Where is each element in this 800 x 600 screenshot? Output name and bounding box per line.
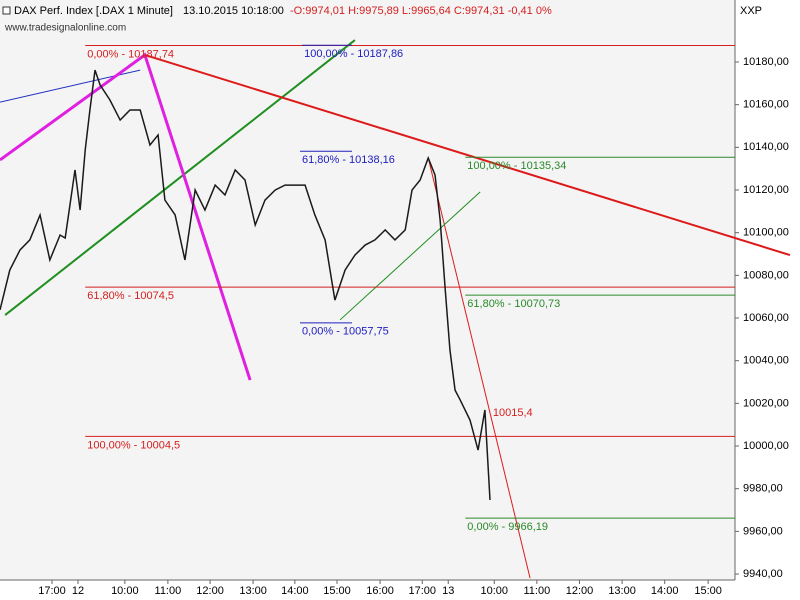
plot-area — [0, 0, 735, 580]
y-tick-label: 9960,00 — [743, 525, 783, 537]
x-tick-label: 12 — [72, 585, 84, 597]
x-tick-label: 14:00 — [281, 585, 309, 597]
instrument: DAX Perf. Index [.DAX 1 Minute] — [14, 5, 173, 17]
y-tick-label: 9940,00 — [743, 568, 783, 580]
price-line — [0, 69, 491, 501]
y-tick-label: 10180,00 — [743, 56, 789, 68]
x-tick-label: 12:00 — [566, 585, 594, 597]
level-label: 100,00% - 10187,86 — [304, 48, 403, 60]
x-tick-label: 16:00 — [366, 585, 394, 597]
level-label: 100,00% - 10135,34 — [467, 160, 566, 172]
annotation: 10015,4 — [493, 407, 533, 419]
trend-line — [4, 39, 356, 316]
y-tick-label: 10100,00 — [743, 227, 789, 239]
trend-line — [339, 191, 481, 321]
level-label: 61,80% - 10074,5 — [87, 290, 174, 302]
watermark: www.tradesignalonline.com — [4, 23, 126, 34]
x-tick-label: 13:00 — [239, 585, 267, 597]
y-tick-label: 10000,00 — [743, 440, 789, 452]
x-tick-label: 17:00 — [38, 585, 66, 597]
level-label: 0,00% - 10187,74 — [87, 48, 174, 60]
close-icon — [2, 6, 11, 15]
y-tick-label: 10140,00 — [743, 141, 789, 153]
x-tick-label: 13 — [442, 585, 454, 597]
y-tick-label: 10080,00 — [743, 269, 789, 281]
x-tick-label: 10:00 — [480, 585, 508, 597]
timestamp: 13.10.2015 10:18:00 — [183, 5, 284, 17]
x-tick-label: 15:00 — [323, 585, 351, 597]
axis-label: XXP — [740, 5, 762, 17]
quote: -O:9974,01 H:9975,89 L:9965,64 C:9974,31… — [290, 5, 552, 17]
y-tick-label: 9980,00 — [743, 483, 783, 495]
x-tick-label: 11:00 — [155, 585, 182, 597]
y-tick-label: 10020,00 — [743, 397, 789, 409]
y-tick-label: 10040,00 — [743, 355, 789, 367]
y-tick-label: 10120,00 — [743, 184, 789, 196]
x-tick-label: 15:00 — [694, 585, 722, 597]
level-label: 0,00% - 9966,19 — [467, 521, 548, 533]
level-label: 0,00% - 10057,75 — [302, 326, 389, 338]
y-tick-label: 10060,00 — [743, 312, 789, 324]
level-label: 61,80% - 10138,16 — [302, 154, 395, 166]
x-tick-label: 12:00 — [196, 585, 224, 597]
level-label: 61,80% - 10070,73 — [467, 298, 560, 310]
trend-line — [427, 157, 531, 579]
x-tick-label: 11:00 — [524, 585, 551, 597]
level-label: 100,00% - 10004,5 — [87, 439, 180, 451]
x-tick-label: 10:00 — [111, 585, 139, 597]
y-tick-label: 10160,00 — [743, 99, 789, 111]
x-tick-label: 17:00 — [408, 585, 436, 597]
x-tick-label: 13:00 — [608, 585, 636, 597]
trend-line — [144, 54, 791, 257]
x-tick-label: 14:00 — [651, 585, 679, 597]
